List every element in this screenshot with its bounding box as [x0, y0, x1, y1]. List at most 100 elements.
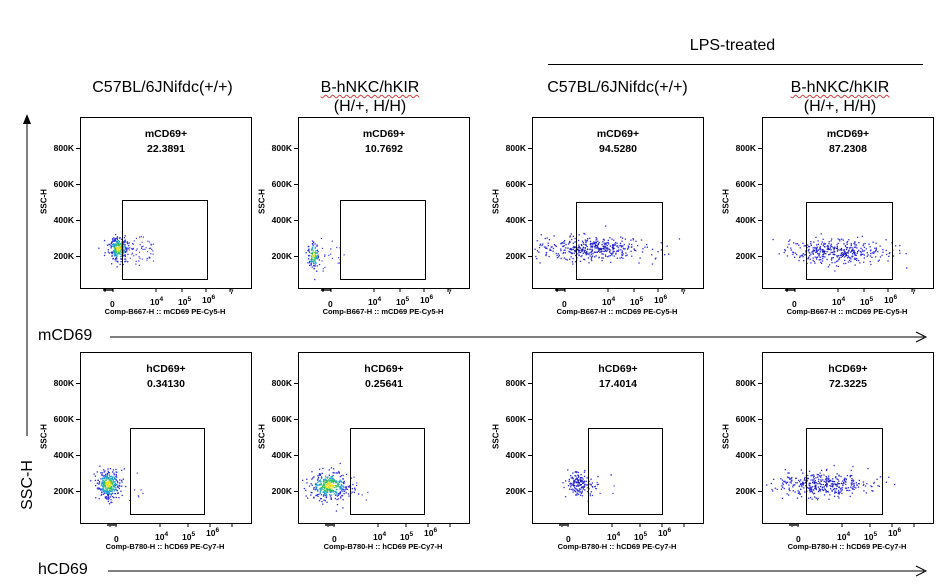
x-tick-exponent: 6	[211, 294, 216, 301]
event-dot	[108, 491, 110, 493]
event-dot	[590, 251, 592, 254]
event-dot	[103, 239, 106, 242]
event-dot	[538, 251, 540, 253]
event-dot	[837, 242, 839, 244]
event-dot	[347, 486, 349, 488]
event-dot	[120, 246, 123, 248]
event-dot	[871, 256, 873, 258]
event-dot	[113, 497, 115, 499]
event-dot	[823, 242, 825, 245]
event-dot	[840, 248, 842, 251]
event-dot	[337, 498, 340, 500]
event-dot	[785, 482, 787, 485]
event-dot	[846, 474, 848, 477]
event-dot	[654, 258, 656, 260]
x-tick-exponent: 7	[912, 289, 916, 296]
event-dot	[574, 241, 576, 243]
event-dot	[328, 254, 330, 256]
event-dot	[342, 485, 344, 488]
event-dot	[856, 257, 858, 260]
y-axis-title: SSC-H	[257, 424, 267, 449]
y-tick	[758, 455, 762, 456]
event-dot	[116, 484, 118, 486]
event-dot	[863, 490, 865, 492]
event-dot	[314, 253, 316, 255]
event-dot	[131, 248, 133, 250]
event-dot	[616, 245, 618, 247]
event-dot	[318, 484, 320, 486]
event-dot	[836, 246, 838, 248]
event-dot	[354, 489, 356, 491]
event-dot	[610, 474, 612, 476]
event-dot	[824, 488, 826, 490]
event-dot	[316, 258, 319, 260]
event-dot	[326, 491, 328, 494]
event-dot	[885, 481, 887, 483]
event-dot	[605, 225, 607, 227]
event-dot	[819, 485, 822, 488]
event-dot	[832, 253, 834, 256]
event-dot	[317, 481, 319, 483]
event-dot	[872, 241, 874, 243]
y-tick	[294, 491, 298, 492]
event-dot	[590, 478, 592, 480]
event-dot	[831, 489, 833, 491]
event-dot	[120, 261, 122, 263]
event-dot	[800, 496, 803, 498]
event-dot	[666, 245, 668, 247]
event-dot	[595, 237, 597, 239]
event-dot	[100, 489, 102, 491]
event-dot	[608, 251, 611, 253]
event-dot	[103, 254, 106, 257]
event-dot	[545, 247, 547, 249]
event-dot	[570, 238, 573, 241]
event-dot	[342, 490, 344, 492]
event-dot	[611, 245, 614, 247]
event-dot	[584, 252, 586, 254]
x-tick-label: 0	[328, 299, 333, 309]
event-dot	[345, 488, 347, 491]
event-dot	[800, 483, 802, 485]
event-dot	[827, 248, 830, 251]
event-dot	[124, 235, 126, 237]
x-tick-label: 7	[682, 288, 686, 300]
event-dot	[124, 240, 126, 243]
event-dot	[825, 490, 827, 492]
event-dot	[857, 249, 860, 251]
event-dot	[815, 497, 817, 499]
event-dot	[574, 237, 576, 240]
x-axis-title: Comp-B780-H :: hCD69 PE-Cy7-H	[557, 542, 677, 551]
event-dot	[105, 483, 108, 485]
event-dot	[557, 253, 559, 255]
event-dot	[339, 481, 341, 483]
event-dot	[124, 245, 126, 247]
event-dot	[787, 246, 789, 248]
event-dot	[327, 476, 329, 478]
event-dot	[854, 242, 856, 244]
event-dot	[330, 490, 333, 492]
event-dot	[550, 246, 552, 248]
event-dot	[595, 242, 597, 244]
event-dot	[331, 484, 333, 486]
event-dot	[569, 258, 571, 260]
event-dot	[766, 484, 768, 486]
event-dot	[111, 253, 113, 255]
event-dot	[853, 250, 855, 252]
event-dot	[583, 486, 586, 488]
event-dot	[607, 241, 609, 244]
event-dot	[808, 256, 810, 258]
event-dot	[571, 476, 574, 478]
event-dot	[306, 482, 308, 484]
event-dot	[802, 253, 804, 255]
event-dot	[789, 239, 791, 241]
event-dot	[830, 485, 832, 487]
event-dot	[318, 500, 321, 502]
event-dot	[819, 245, 821, 248]
event-dot	[850, 474, 852, 477]
event-dot	[607, 249, 609, 251]
event-dot	[103, 476, 105, 479]
event-dot	[124, 246, 127, 248]
event-dot	[576, 485, 578, 487]
event-dot	[808, 470, 811, 472]
event-dot	[584, 483, 586, 486]
